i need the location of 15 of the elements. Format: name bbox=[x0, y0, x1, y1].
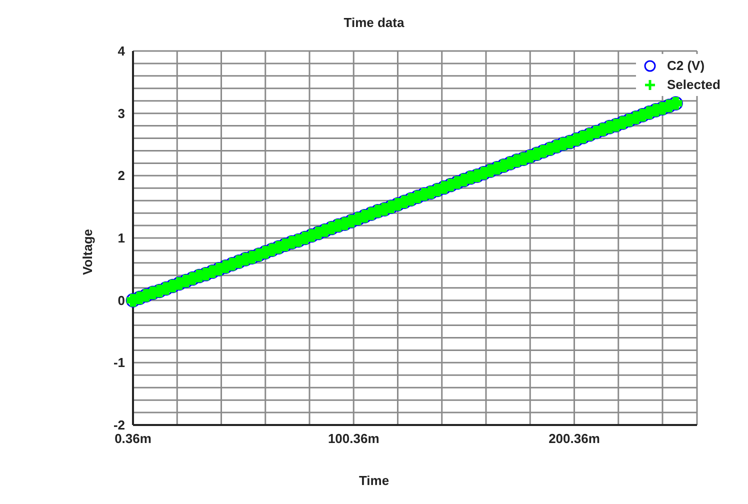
legend-label: C2 (V) bbox=[667, 58, 705, 73]
legend-label: Selected bbox=[667, 77, 720, 92]
chart-title: Time data bbox=[342, 15, 406, 31]
y-tick-label: 0 bbox=[118, 292, 125, 308]
x-tick-label: 0.36m bbox=[114, 431, 152, 446]
x-tick-label: 100.36m bbox=[328, 431, 380, 446]
y-axis-title: Voltage bbox=[80, 229, 96, 275]
y-tick-label: 4 bbox=[118, 44, 126, 58]
y-tick-label: 1 bbox=[118, 230, 125, 246]
x-tick-label: 200.36m bbox=[548, 431, 600, 446]
x-axis-title: Time bbox=[358, 473, 390, 489]
y-tick-label: -2 bbox=[113, 418, 125, 432]
y-tick-label: 3 bbox=[118, 106, 125, 121]
y-tick-label: 2 bbox=[118, 168, 125, 184]
y-tick-label: -1 bbox=[113, 355, 125, 370]
